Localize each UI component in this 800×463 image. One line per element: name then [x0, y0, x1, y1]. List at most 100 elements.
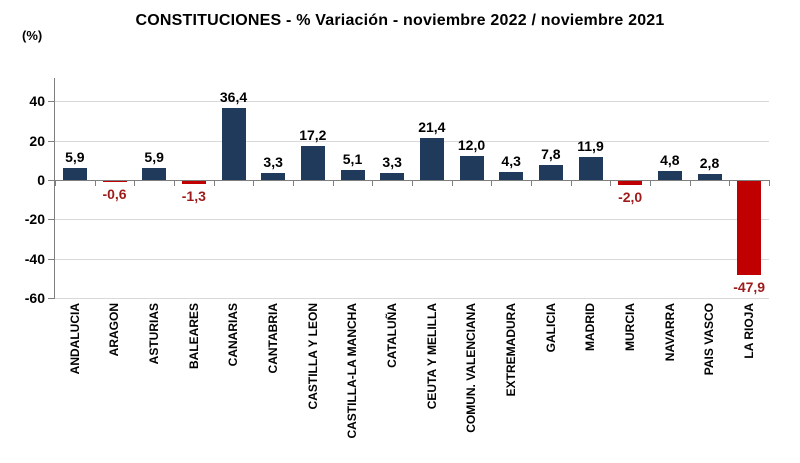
- y-tick-label: 40: [29, 93, 45, 110]
- category-label-text: MADRID: [583, 303, 598, 351]
- category-label-text: GALICIA: [543, 303, 558, 353]
- y-tick-label: -60: [24, 290, 45, 307]
- category-label: COMUN. VALENCIANA: [452, 303, 492, 453]
- category-label-text: PAIS VASCO: [702, 303, 717, 376]
- y-axis-tick: [48, 258, 54, 260]
- x-axis-tick: [134, 181, 136, 186]
- category-label-text: CASTILLA Y LEON: [305, 303, 320, 410]
- category-label-text: ARAGON: [107, 303, 122, 357]
- category-label: MADRID: [571, 303, 611, 453]
- category-label-text: LA RIOJA: [741, 303, 756, 359]
- bar-value-label: 5,9: [144, 149, 164, 166]
- y-tick-label: -20: [24, 211, 45, 228]
- bar-value-label: -47,9: [733, 279, 766, 296]
- category-label: BALEARES: [174, 303, 214, 453]
- bar: [459, 156, 484, 180]
- bar-value-label: 21,4: [418, 118, 446, 135]
- category-label-text: ANDALUCIA: [67, 303, 82, 375]
- x-axis-tick: [253, 181, 255, 186]
- gridline: [55, 258, 769, 260]
- bar: [618, 181, 643, 185]
- category-label: ANDALUCIA: [55, 303, 95, 453]
- bar-value-label: 4,8: [660, 151, 680, 168]
- bar-value-label: 5,1: [342, 150, 363, 167]
- y-axis-unit-label: (%): [22, 28, 43, 43]
- y-tick-label: 20: [29, 132, 45, 149]
- category-label-text: CANARIAS: [226, 303, 241, 367]
- bar-value-label: 3,3: [382, 154, 402, 171]
- bar-value-label: 17,2: [299, 127, 327, 144]
- x-axis-tick: [451, 181, 453, 186]
- gridline: [55, 140, 769, 142]
- bar: [737, 181, 762, 276]
- category-label: ARAGON: [95, 303, 135, 453]
- bar-value-label: -0,6: [102, 186, 127, 203]
- bar-value-label: 36,4: [219, 89, 248, 106]
- bar-value-label: 5,9: [65, 149, 85, 166]
- category-label: CANTABRIA: [253, 303, 293, 453]
- y-axis-line: [54, 78, 55, 299]
- x-axis-tick: [94, 181, 96, 186]
- category-label: CATALUÑA: [372, 303, 412, 453]
- category-label: CASTILLA-LA MANCHA: [333, 303, 373, 453]
- bar: [181, 181, 206, 184]
- bar: [221, 108, 246, 180]
- bar-value-label: 4,3: [501, 152, 521, 169]
- bar: [300, 146, 325, 180]
- category-label-text: NAVARRA: [662, 303, 677, 362]
- x-axis-tick: [55, 181, 56, 186]
- gridline: [55, 219, 769, 221]
- bar-value-label: -2,0: [618, 188, 643, 205]
- y-axis-tick: [48, 180, 54, 181]
- y-tick-label: 0: [37, 172, 45, 188]
- bar-value-label: 3,3: [263, 154, 283, 171]
- gridline: [55, 298, 769, 300]
- bar: [538, 164, 563, 180]
- category-label: NAVARRA: [650, 303, 690, 453]
- category-label: LA RIOJA: [729, 303, 769, 453]
- bar: [142, 168, 167, 180]
- x-axis-tick: [650, 181, 651, 186]
- gridline: [55, 101, 769, 103]
- category-label-text: COMUN. VALENCIANA: [464, 303, 479, 433]
- bar: [578, 156, 603, 180]
- x-axis-tick: [491, 181, 493, 186]
- x-axis-tick: [729, 181, 731, 186]
- y-tick-label: -40: [24, 250, 45, 267]
- category-label: CASTILLA Y LEON: [293, 303, 333, 453]
- category-label-text: ASTURIAS: [146, 303, 161, 365]
- chart-title: CONSTITUCIONES - % Variación - noviembre…: [135, 12, 665, 29]
- bar: [261, 173, 286, 180]
- x-axis-tick: [213, 181, 215, 186]
- category-label-text: CANTABRIA: [265, 303, 280, 374]
- category-label: CANARIAS: [214, 303, 254, 453]
- y-axis-tick: [48, 298, 54, 300]
- y-axis-tick: [48, 101, 54, 103]
- category-label-text: EXTREMADURA: [503, 303, 518, 397]
- bar-value-label: 7,8: [541, 145, 561, 162]
- plot-area: [48, 78, 770, 300]
- x-axis-tick: [610, 181, 612, 186]
- category-label-text: MURCIA: [622, 303, 637, 351]
- bar-value-label: 11,9: [577, 137, 604, 154]
- x-axis-tick: [412, 181, 413, 186]
- x-axis-tick: [332, 181, 334, 186]
- bar: [62, 168, 87, 180]
- bar-value-label: 12,0: [457, 137, 486, 154]
- category-label-text: CASTILLA-LA MANCHA: [345, 303, 360, 439]
- category-label-text: BALEARES: [186, 303, 201, 370]
- category-label: ASTURIAS: [134, 303, 174, 453]
- category-label-text: CATALUÑA: [384, 303, 399, 368]
- x-axis-tick: [372, 181, 374, 186]
- category-label: PAIS VASCO: [690, 303, 730, 453]
- bar: [419, 137, 444, 180]
- bar: [657, 170, 682, 180]
- category-label: EXTREMADURA: [491, 303, 531, 453]
- x-axis-zero-line: [54, 180, 770, 181]
- x-axis-tick: [570, 181, 572, 186]
- x-axis-tick: [689, 181, 691, 186]
- category-label-text: CEUTA Y MELILLA: [424, 303, 439, 410]
- bar: [697, 174, 722, 180]
- category-label: CEUTA Y MELILLA: [412, 303, 452, 453]
